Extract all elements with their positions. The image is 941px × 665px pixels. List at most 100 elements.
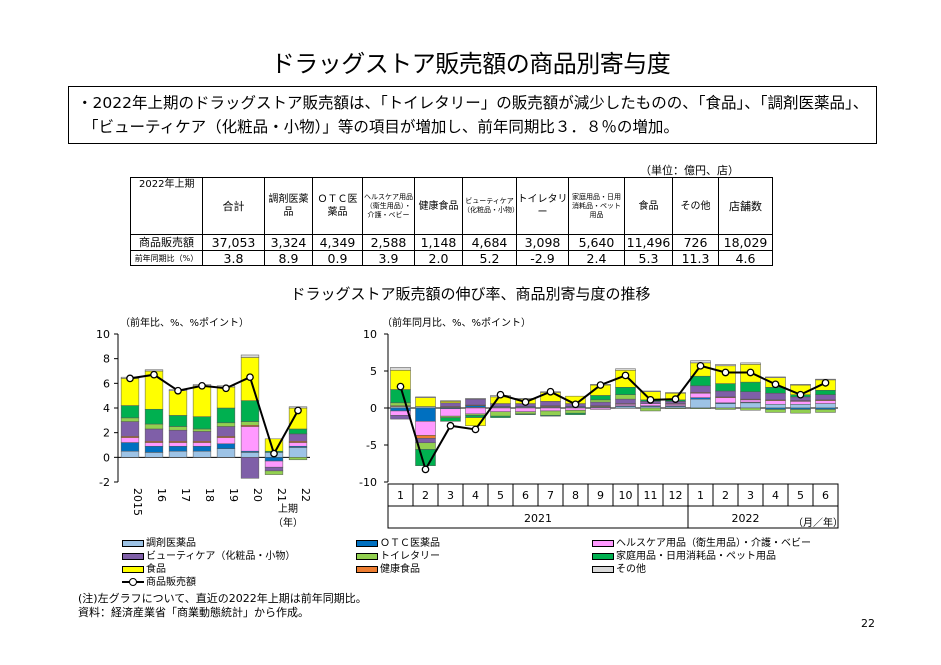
bar-segment xyxy=(615,368,636,371)
x-tick-label: 18 xyxy=(203,488,216,502)
legend-item: 商品販売額 xyxy=(122,573,196,588)
legend-swatch xyxy=(356,565,378,573)
bar-segment xyxy=(415,397,436,407)
bar-segment xyxy=(765,404,786,409)
bar-segment xyxy=(240,400,260,422)
row-label: 前年同期比（%） xyxy=(130,250,203,266)
bar-segment xyxy=(192,416,212,430)
table-cell: 11.3 xyxy=(672,250,719,266)
bar-segment xyxy=(615,387,636,395)
x-tick-label: 4 xyxy=(472,489,479,502)
x-tick-label: 7 xyxy=(547,489,554,502)
bar-segment xyxy=(216,448,236,458)
bar-segment xyxy=(740,391,761,400)
data-point xyxy=(796,390,805,399)
x-tick-label: 1 xyxy=(697,489,704,502)
table-cell: 2,588 xyxy=(362,234,415,251)
y-tick-label: 6 xyxy=(103,377,110,390)
legend-item: ヘルスケア用品（衛生用品）・介護・ベビー xyxy=(592,534,811,549)
data-point xyxy=(571,400,580,409)
bar-segment xyxy=(144,452,164,458)
legend-swatch xyxy=(592,552,614,560)
table-cell: 3.9 xyxy=(362,250,415,266)
y-tick-label: -10 xyxy=(359,476,377,489)
data-point xyxy=(821,378,830,387)
header-cell: 調剤医薬品 xyxy=(264,177,313,235)
bar-segment xyxy=(168,415,188,427)
legend-swatch xyxy=(356,539,378,547)
bar-segment xyxy=(815,403,836,409)
bar-segment xyxy=(540,401,561,407)
bar-segment xyxy=(390,402,411,407)
data-point xyxy=(696,361,705,370)
bar-segment xyxy=(490,407,511,412)
bar-segment xyxy=(120,378,140,406)
y-tick-label: 0 xyxy=(103,451,110,464)
bar-segment xyxy=(565,409,586,414)
x-tick-label: 5 xyxy=(497,489,504,502)
bar-segment xyxy=(264,457,284,462)
bar-segment xyxy=(144,428,164,442)
legend-label: 食品 xyxy=(146,564,166,575)
bar-segment xyxy=(790,404,811,409)
data-point xyxy=(150,370,158,379)
header-cell: 健康食品 xyxy=(414,177,463,235)
bar-segment xyxy=(690,407,711,409)
summary-line-1: ・2022年上期のドラッグストア販売額は、「トイレタリー」の販売額が減少したもの… xyxy=(77,94,869,112)
x-axis-unit: （月／年） xyxy=(793,516,843,529)
bar-segment xyxy=(715,364,736,367)
x-axis-unit: （年） xyxy=(273,516,303,529)
data-point xyxy=(294,406,302,415)
row-label: 商品販売額 xyxy=(130,234,203,251)
bar-segment xyxy=(240,354,260,358)
y-tick-label: 10 xyxy=(363,328,377,341)
y-tick-label: 4 xyxy=(103,402,110,415)
bar-segment xyxy=(715,390,736,398)
table-cell: 18,029 xyxy=(718,234,773,251)
bar-segment xyxy=(790,409,811,414)
bar-segment xyxy=(120,421,140,437)
bar-segment xyxy=(144,423,164,430)
bar-segment xyxy=(144,442,164,447)
bar-segment xyxy=(490,415,511,418)
bar-segment xyxy=(120,442,140,452)
x-tick-label: 3 xyxy=(747,489,754,502)
bar-segment xyxy=(615,398,636,404)
bar-segment xyxy=(465,398,486,400)
bar-segment xyxy=(415,407,436,422)
table-cell: 0.9 xyxy=(312,250,363,266)
table-cell: 4,684 xyxy=(462,234,517,251)
sales-line xyxy=(129,373,299,457)
table-unit: （単位：億円、店） xyxy=(640,164,739,177)
data-point xyxy=(546,387,555,396)
data-point xyxy=(496,390,505,399)
bar-segment xyxy=(240,421,260,426)
bar-segment xyxy=(790,384,811,386)
bar-segment xyxy=(640,390,661,392)
data-point xyxy=(521,398,530,406)
y-tick-label: 2 xyxy=(103,427,110,440)
bar-segment xyxy=(415,396,436,398)
table-cell: 2.0 xyxy=(414,250,463,266)
bar-segment xyxy=(465,398,486,406)
year-label: 2022 xyxy=(732,512,760,525)
data-point xyxy=(126,374,134,383)
bar-segment xyxy=(715,407,736,410)
bar-segment xyxy=(144,369,164,372)
bar-segment xyxy=(144,445,164,453)
x-tick-label: 19 xyxy=(227,488,240,502)
sales-table: 2022年上期 合計 調剤医薬品 ＯＴＣ医薬品 ヘルスケア用品（衛生用品）・介護… xyxy=(130,177,773,266)
bar-segment xyxy=(440,417,461,422)
data-point xyxy=(174,386,182,395)
y-tick-label: -2 xyxy=(99,476,110,489)
bar-segment xyxy=(565,412,586,415)
bar-segment xyxy=(690,385,711,393)
year-label: 2021 xyxy=(524,512,552,525)
legend-swatch xyxy=(122,552,144,560)
bar-segment xyxy=(240,426,260,452)
data-point xyxy=(746,368,755,377)
x-tick-label: 22 xyxy=(299,488,312,502)
x-tick-label: 20 xyxy=(251,488,264,502)
data-point xyxy=(446,421,455,430)
bar-segment xyxy=(440,408,461,417)
